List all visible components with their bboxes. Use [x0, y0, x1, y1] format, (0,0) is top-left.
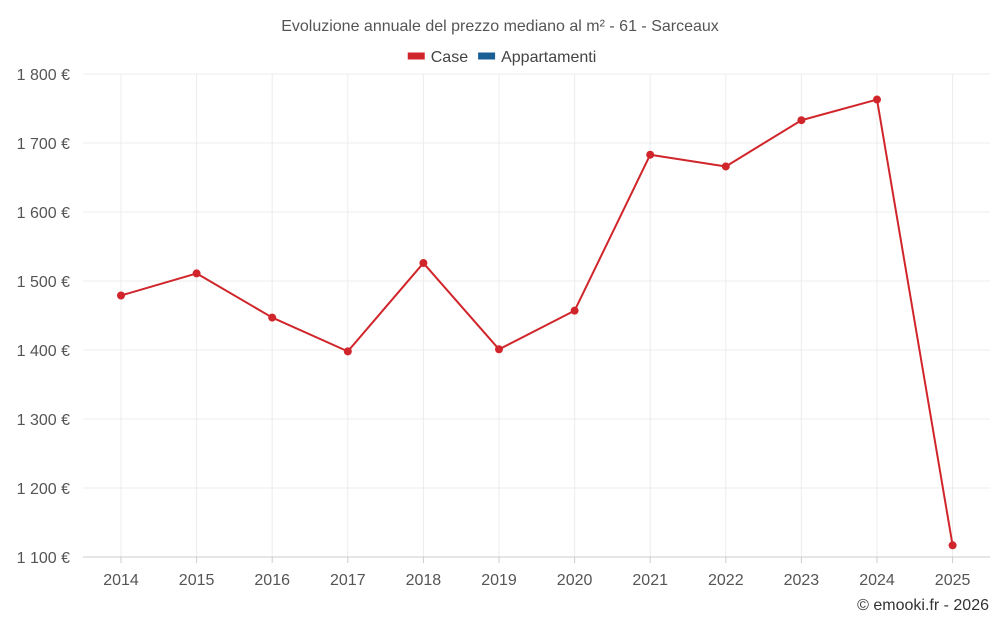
y-axis: 1 100 € 1 200 € 1 300 € 1 400 € 1 500 € 1 600…	[17, 67, 70, 567]
data-point[interactable]	[268, 313, 277, 322]
x-tick-label: 2022	[708, 572, 744, 589]
x-axis: 2014 2015 2016 2017 2018 2019 2020 2021 2022 2023…	[83, 556, 990, 589]
credit-text: © emooki.fr - 2026	[857, 597, 989, 614]
x-tick-label: 2017	[330, 572, 366, 589]
x-tick-label: 2021	[632, 572, 668, 589]
legend-label: Appartamenti	[501, 49, 596, 66]
y-tick-label: 1 200 €	[17, 481, 70, 498]
x-tick-label: 2025	[935, 572, 971, 589]
y-tick-label: 1 100 €	[17, 550, 70, 567]
legend-swatch	[478, 52, 496, 60]
grid-lines	[83, 73, 990, 557]
y-tick-label: 1 800 €	[17, 67, 70, 84]
data-point[interactable]	[721, 162, 730, 171]
legend-item[interactable]: Case	[407, 49, 468, 66]
data-point[interactable]	[570, 306, 579, 315]
x-tick-label: 2016	[254, 572, 290, 589]
y-tick-label: 1 300 €	[17, 412, 70, 429]
data-point[interactable]	[873, 95, 881, 104]
y-tick-label: 1 500 €	[17, 274, 70, 291]
x-tick-label: 2020	[557, 572, 593, 589]
chart-title: Evoluzione annuale del prezzo mediano al…	[281, 18, 719, 35]
x-tick-label: 2023	[784, 572, 820, 589]
legend-swatch	[407, 52, 425, 60]
x-tick-label: 2015	[179, 572, 215, 589]
y-tick-label: 1 700 €	[17, 136, 70, 153]
data-point[interactable]	[948, 541, 957, 550]
legend-label: Case	[431, 49, 468, 66]
series-layer	[117, 95, 957, 550]
data-point[interactable]	[117, 291, 125, 300]
x-tick-label: 2019	[481, 572, 517, 589]
data-point[interactable]	[419, 259, 428, 268]
series-line-case	[120, 98, 954, 546]
data-point[interactable]	[343, 347, 352, 356]
data-point[interactable]	[495, 345, 503, 354]
x-tick-label: 2024	[859, 572, 895, 589]
data-point[interactable]	[797, 116, 806, 125]
legend-item[interactable]: Appartamenti	[478, 49, 596, 66]
y-tick-label: 1 600 €	[17, 205, 70, 222]
legend: Case Appartamenti	[407, 49, 596, 66]
x-tick-label: 2018	[406, 572, 442, 589]
data-point[interactable]	[646, 150, 655, 159]
data-point[interactable]	[192, 269, 201, 278]
y-tick-label: 1 400 €	[17, 343, 70, 360]
x-tick-label: 2014	[103, 572, 139, 589]
